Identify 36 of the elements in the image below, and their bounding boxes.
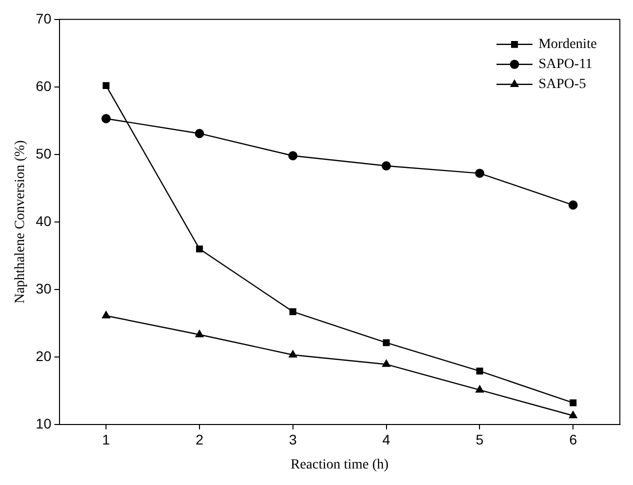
point (569, 411, 578, 418)
y-tick-label: 40 (36, 212, 52, 229)
point (289, 308, 296, 316)
y-tick-label: 10 (36, 415, 52, 432)
point (195, 330, 204, 338)
point (194, 128, 204, 138)
point (476, 385, 484, 393)
legend-label: SAPO-5 (538, 77, 586, 92)
point (382, 161, 391, 170)
legend-label: SAPO-11 (538, 57, 592, 72)
x-tick-label: 5 (476, 432, 484, 448)
y-tick-label: 60 (36, 78, 52, 94)
point (196, 245, 203, 252)
y-tick-label: 50 (36, 145, 52, 162)
x-axis-title: Reaction time (h) (290, 457, 389, 472)
y-tick-label: 30 (36, 280, 52, 296)
x-tick-label: 6 (569, 432, 578, 448)
y-tick-label: 70 (36, 10, 52, 26)
point (382, 360, 390, 367)
x-tick-label: 4 (382, 432, 390, 448)
point (382, 339, 390, 346)
point (476, 368, 484, 375)
x-tick-label: 3 (288, 432, 297, 448)
point (288, 350, 297, 358)
y-tick-label: 20 (36, 348, 52, 364)
point (568, 200, 578, 210)
legend-label: Mordenite (538, 37, 597, 52)
x-tick-label: 1 (102, 432, 110, 448)
y-axis-title: Naphthalene Conversion (%) (13, 140, 28, 304)
point (288, 151, 298, 160)
point (101, 114, 111, 124)
point (475, 168, 484, 178)
point (102, 82, 110, 89)
point (102, 311, 110, 318)
x-tick-label: 2 (196, 432, 204, 448)
point (570, 399, 577, 406)
